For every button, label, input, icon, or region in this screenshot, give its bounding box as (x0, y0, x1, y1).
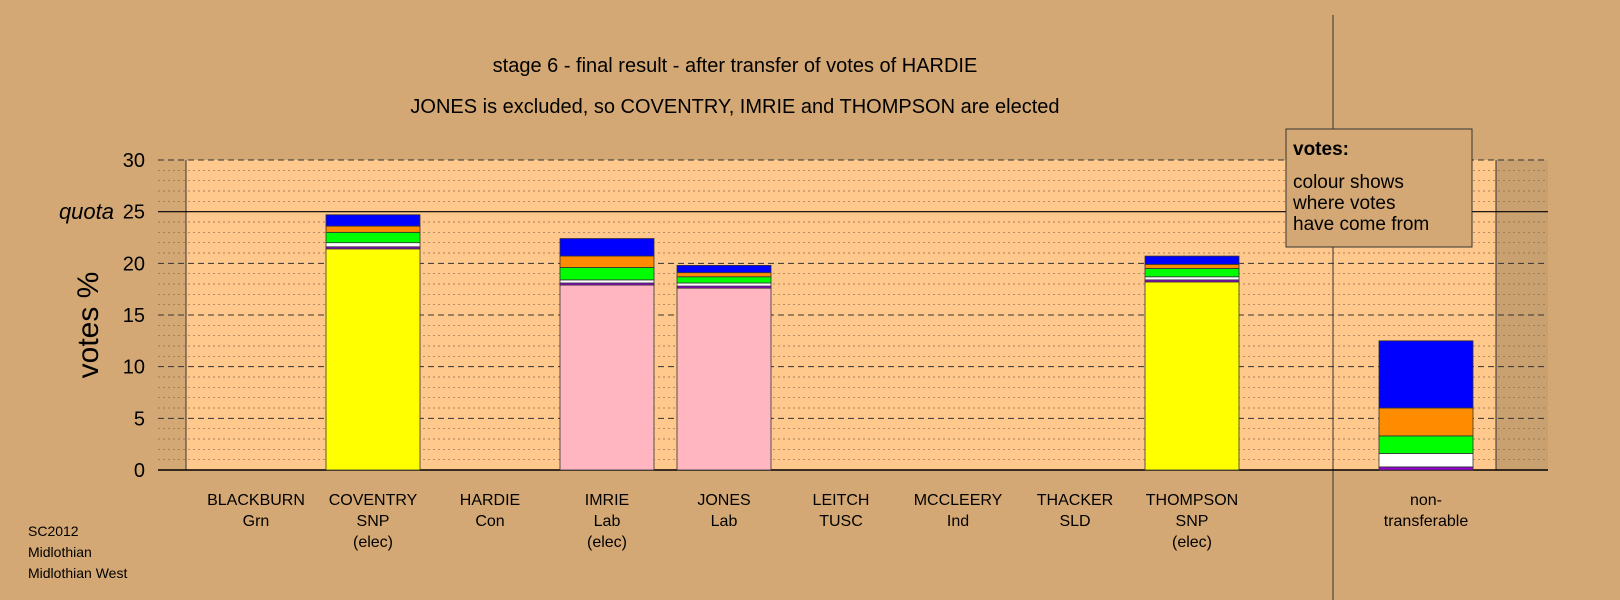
y-tick-label: 20 (123, 253, 145, 275)
y-tick-label: 15 (123, 305, 145, 327)
candidate-status: (elec) (587, 534, 627, 551)
bar-imrie-segment (559, 279, 655, 284)
bar-imrie-segment (559, 255, 655, 268)
candidate-name: MCCLEERY (914, 492, 1003, 509)
bar-imrie-segment (559, 267, 655, 281)
footer-line-1: SC2012 (28, 523, 79, 539)
y-axis: 0 5 10 15 20 25 30 (123, 150, 145, 482)
bar-jones-segment (676, 264, 772, 274)
y-tick-label: 5 (134, 408, 145, 430)
chart-subtitle: JONES is excluded, so COVENTRY, IMRIE an… (410, 96, 1059, 118)
legend-box (1285, 128, 1473, 248)
candidate-name: BLACKBURN (207, 492, 305, 509)
candidate-party: Con (475, 513, 504, 530)
legend-line-3: have come from (1293, 214, 1429, 235)
candidate-status: (elec) (1172, 534, 1212, 551)
bar-nontransferable-segment (1378, 466, 1474, 471)
candidate-party: Lab (594, 513, 621, 530)
bar-thompson-segment (1144, 255, 1240, 265)
quota-label: quota (59, 199, 114, 224)
candidate-name: IMRIE (585, 492, 629, 509)
footer-line-2: Midlothian (28, 544, 92, 560)
y-axis-label: votes % (72, 272, 105, 379)
footer: SC2012 Midlothian Midlothian West (28, 523, 127, 581)
bar-coventry-segment (325, 242, 421, 248)
candidate-name: THOMPSON (1146, 492, 1238, 509)
candidate-party: Lab (711, 513, 738, 530)
bar-nontransferable-segment (1378, 340, 1474, 409)
bar-nontransferable-segment (1378, 453, 1474, 468)
bar-jones-segment (676, 276, 772, 284)
bar-jones-segment (676, 287, 772, 471)
y-tick-label: 0 (134, 460, 145, 482)
candidate-name: JONES (697, 492, 750, 509)
candidate-party: SLD (1059, 513, 1090, 530)
footer-line-3: Midlothian West (28, 565, 127, 581)
bar-thompson-segment (1144, 263, 1240, 269)
candidate-name: LEITCH (813, 492, 870, 509)
bar-imrie-segment (559, 238, 655, 257)
bar-thompson-segment (1144, 268, 1240, 278)
candidate-party: SNP (357, 513, 390, 530)
bar-coventry-segment (325, 231, 421, 244)
legend: votes: colour shows where votes have com… (1285, 128, 1473, 248)
legend-line-2: where votes (1292, 193, 1395, 214)
bar-jones-segment (676, 282, 772, 287)
candidate-party: Ind (947, 513, 969, 530)
candidate-party: Grn (243, 513, 270, 530)
bar-coventry-segment (325, 214, 421, 227)
y-tick-label: 10 (123, 357, 145, 379)
bar-thompson-segment (1144, 276, 1240, 281)
legend-title: votes: (1293, 139, 1349, 160)
y-tick-label: 25 (123, 202, 145, 224)
chart-title: stage 6 - final result - after transfer … (493, 55, 978, 77)
candidate-name: HARDIE (460, 492, 520, 509)
candidate-party: SNP (1176, 513, 1209, 530)
bar-imrie-segment (559, 284, 655, 471)
candidate-name: THACKER (1037, 492, 1113, 509)
x-axis-labels: BLACKBURN Grn COVENTRY SNP (elec) HARDIE Con IM… (207, 492, 1468, 551)
nontransferable-label-2: transferable (1384, 513, 1469, 530)
candidate-status: (elec) (353, 534, 393, 551)
bars (325, 214, 1474, 471)
bar-coventry-segment (325, 225, 421, 233)
bar-thompson-segment (1144, 281, 1240, 471)
bar-jones-segment (676, 272, 772, 278)
legend-line-1: colour shows (1293, 172, 1404, 193)
bar-nontransferable-segment (1378, 407, 1474, 437)
bar-nontransferable-segment (1378, 435, 1474, 454)
candidate-party: TUSC (819, 513, 863, 530)
nontransferable-label: non- (1410, 492, 1442, 509)
y-tick-label: 30 (123, 150, 145, 172)
candidate-name: COVENTRY (329, 492, 418, 509)
bar-coventry-segment (325, 248, 421, 471)
